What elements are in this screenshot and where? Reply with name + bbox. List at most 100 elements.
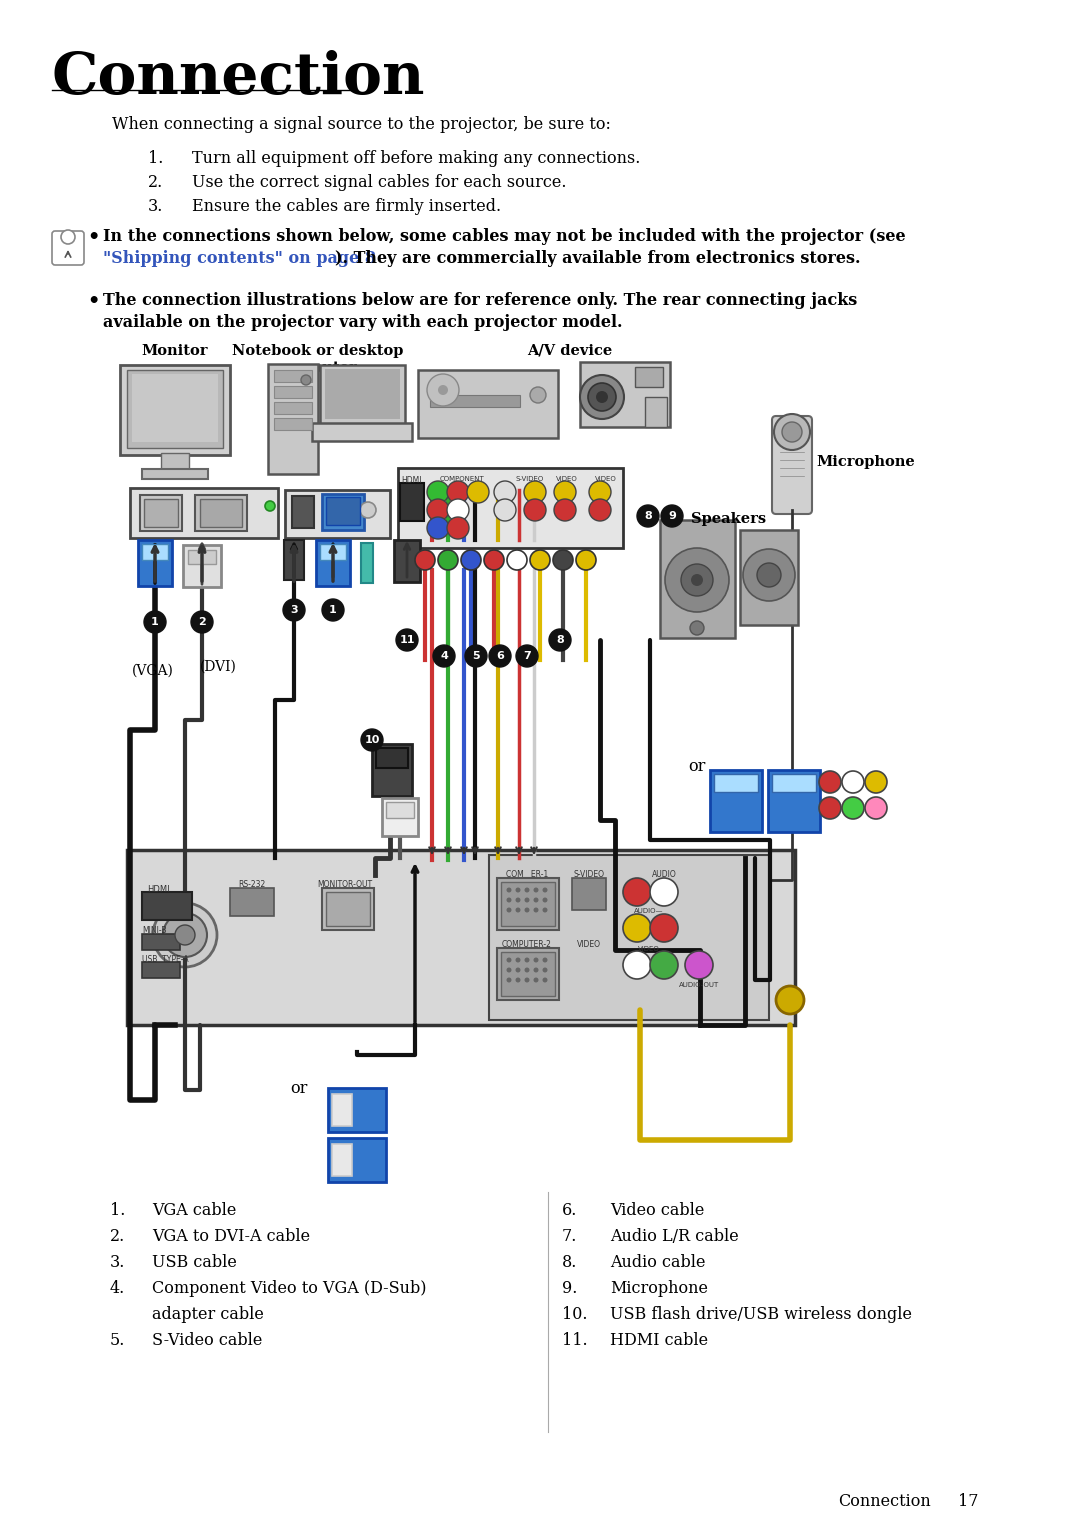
Circle shape (542, 968, 548, 972)
Circle shape (507, 550, 527, 570)
Circle shape (144, 612, 166, 633)
Circle shape (525, 887, 529, 893)
Circle shape (681, 564, 713, 596)
Text: or: or (688, 758, 705, 775)
Bar (361, 543, 373, 583)
Bar (141, 962, 180, 979)
Circle shape (842, 771, 864, 794)
Text: 2: 2 (198, 618, 206, 627)
Circle shape (396, 628, 418, 651)
Circle shape (842, 797, 864, 820)
Bar (660, 520, 735, 638)
Circle shape (515, 887, 521, 893)
Bar (386, 803, 414, 818)
Text: 2.: 2. (148, 174, 163, 191)
Circle shape (549, 628, 571, 651)
Text: •: • (87, 228, 99, 248)
Circle shape (782, 422, 802, 442)
Circle shape (360, 502, 376, 518)
Circle shape (361, 729, 383, 751)
Circle shape (467, 482, 489, 503)
Text: 5: 5 (472, 651, 480, 661)
Text: 6: 6 (496, 651, 504, 661)
Bar (322, 494, 364, 531)
Text: 10.: 10. (562, 1306, 588, 1323)
Circle shape (534, 957, 539, 962)
Text: 1.: 1. (148, 150, 163, 167)
Circle shape (743, 549, 795, 601)
Text: RS-232: RS-232 (239, 881, 266, 888)
Circle shape (301, 375, 311, 385)
Bar (332, 1144, 352, 1176)
Circle shape (427, 517, 449, 540)
Text: Audio L/R cable: Audio L/R cable (610, 1228, 739, 1245)
Text: ). They are commercially available from electronics stores.: ). They are commercially available from … (335, 251, 861, 268)
Circle shape (661, 505, 683, 528)
Bar (710, 771, 762, 832)
Bar (501, 882, 555, 927)
Circle shape (515, 898, 521, 902)
Bar (489, 855, 769, 1020)
Circle shape (865, 771, 887, 794)
Circle shape (589, 482, 611, 503)
Circle shape (774, 414, 810, 450)
Text: Microphone: Microphone (610, 1280, 708, 1297)
Text: COMPUTER-2: COMPUTER-2 (502, 940, 552, 950)
Circle shape (542, 887, 548, 893)
Circle shape (322, 599, 345, 621)
Circle shape (60, 229, 75, 245)
Circle shape (623, 914, 651, 942)
Text: (VGA): (VGA) (132, 664, 174, 677)
Bar (268, 364, 318, 474)
Text: adapter cable: adapter cable (152, 1306, 264, 1323)
Circle shape (685, 951, 713, 979)
Circle shape (447, 517, 469, 540)
Text: COMPONENT: COMPONENT (440, 476, 484, 482)
Bar (372, 745, 411, 797)
Circle shape (507, 957, 512, 962)
Text: available on the projector vary with each projector model.: available on the projector vary with eac… (103, 313, 622, 330)
Text: or: or (291, 1079, 308, 1096)
Text: Monitor: Monitor (141, 344, 208, 358)
Circle shape (507, 908, 512, 913)
Circle shape (191, 612, 213, 633)
Circle shape (427, 498, 449, 521)
Text: Connection: Connection (52, 50, 426, 106)
Bar (400, 483, 424, 521)
Circle shape (623, 951, 651, 979)
Circle shape (623, 878, 651, 907)
Text: Connection: Connection (838, 1492, 931, 1511)
Circle shape (494, 482, 516, 503)
Text: 9.: 9. (562, 1280, 578, 1297)
Text: AUDIO: AUDIO (651, 870, 676, 879)
Circle shape (438, 550, 458, 570)
Circle shape (554, 482, 576, 503)
Bar (140, 495, 183, 531)
Text: 17: 17 (958, 1492, 978, 1511)
Bar (430, 394, 519, 407)
Bar (284, 540, 303, 579)
Bar (572, 878, 606, 910)
Text: HDMI: HDMI (402, 476, 422, 485)
Text: Ensure the cables are firmly inserted.: Ensure the cables are firmly inserted. (192, 197, 501, 216)
Bar (325, 368, 400, 419)
Circle shape (530, 387, 546, 404)
Circle shape (525, 968, 529, 972)
Text: 2.: 2. (110, 1228, 125, 1245)
Circle shape (596, 391, 608, 404)
Bar (382, 798, 418, 836)
Bar (120, 365, 230, 456)
Bar (320, 365, 405, 425)
Text: 5.: 5. (110, 1332, 125, 1349)
Circle shape (534, 908, 539, 913)
Circle shape (175, 925, 195, 945)
Text: USB  TYPE-A: USB TYPE-A (141, 956, 189, 963)
Circle shape (542, 898, 548, 902)
Circle shape (515, 977, 521, 983)
Text: Component Video to VGA (D-Sub): Component Video to VGA (D-Sub) (152, 1280, 427, 1297)
Text: 3: 3 (291, 605, 298, 615)
Circle shape (580, 375, 624, 419)
Bar (497, 878, 559, 930)
Bar (141, 934, 180, 950)
Bar (326, 497, 360, 524)
